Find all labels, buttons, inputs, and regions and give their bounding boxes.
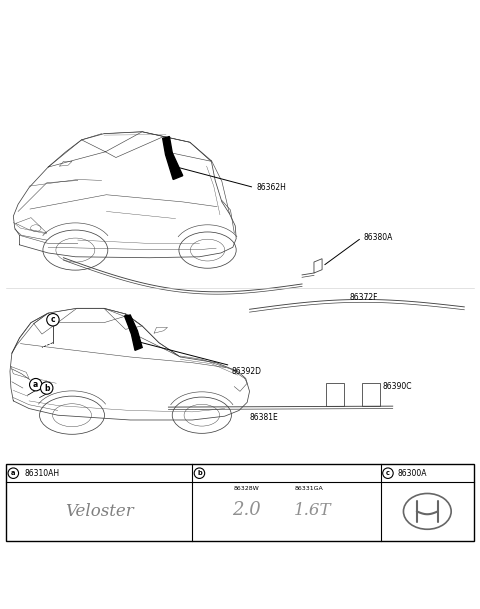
Text: a: a bbox=[11, 470, 15, 476]
Text: 86380A: 86380A bbox=[363, 233, 393, 242]
Polygon shape bbox=[166, 153, 183, 180]
Text: c: c bbox=[386, 470, 390, 476]
Text: 2.0: 2.0 bbox=[232, 501, 261, 519]
Circle shape bbox=[40, 382, 53, 394]
Text: 86300A: 86300A bbox=[397, 469, 427, 477]
Text: b: b bbox=[44, 384, 49, 393]
Text: c: c bbox=[50, 315, 55, 324]
Text: 86390C: 86390C bbox=[382, 382, 412, 391]
Circle shape bbox=[194, 468, 204, 479]
Circle shape bbox=[30, 378, 42, 391]
Text: 86331GA: 86331GA bbox=[295, 486, 324, 491]
Text: Veloster: Veloster bbox=[65, 503, 133, 520]
Text: 86381E: 86381E bbox=[250, 414, 278, 422]
Circle shape bbox=[383, 468, 393, 479]
Text: a: a bbox=[33, 380, 38, 389]
Text: 86392D: 86392D bbox=[232, 367, 262, 376]
Text: b: b bbox=[197, 470, 202, 476]
Text: 1.6T: 1.6T bbox=[293, 502, 331, 519]
Text: 86372F: 86372F bbox=[350, 293, 378, 301]
Text: 86310AH: 86310AH bbox=[24, 469, 60, 477]
Polygon shape bbox=[163, 136, 172, 155]
Circle shape bbox=[8, 468, 19, 479]
Circle shape bbox=[47, 314, 59, 326]
Text: 86328W: 86328W bbox=[234, 486, 260, 491]
Polygon shape bbox=[124, 315, 137, 333]
Polygon shape bbox=[131, 331, 142, 350]
Text: 86362H: 86362H bbox=[257, 183, 287, 192]
